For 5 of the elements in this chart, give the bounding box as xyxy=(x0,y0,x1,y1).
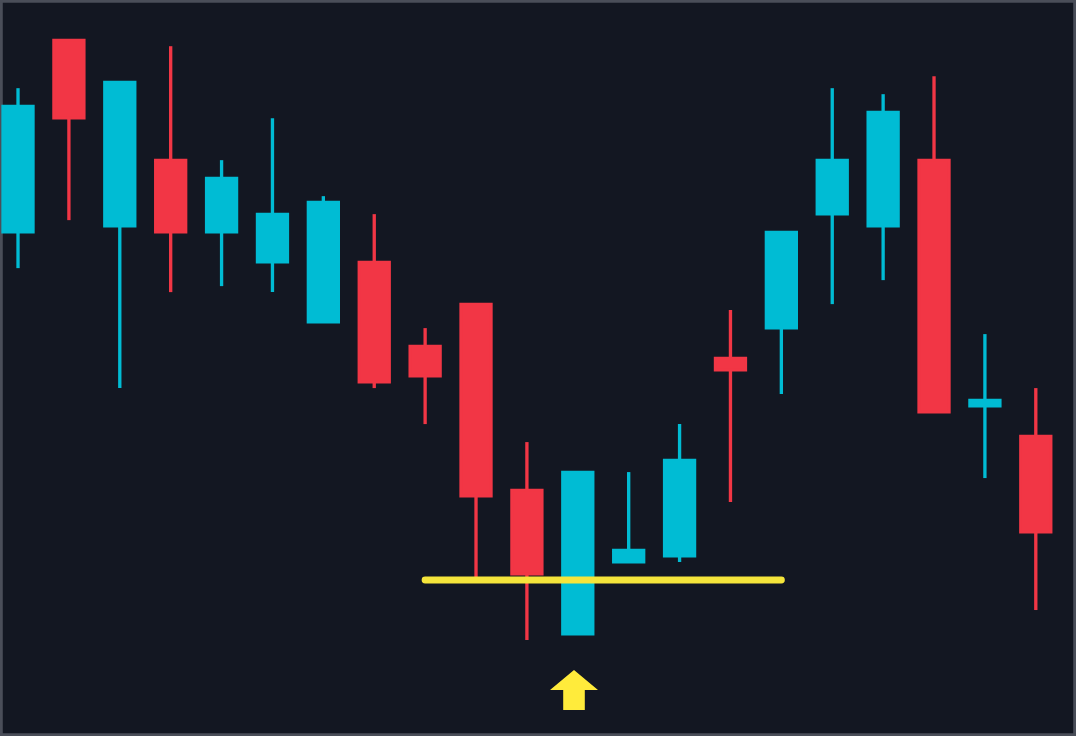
candlestick xyxy=(612,470,646,564)
candlestick xyxy=(713,308,748,504)
candlestick xyxy=(255,116,290,294)
candlestick xyxy=(408,326,442,426)
candlestick xyxy=(968,332,1002,480)
